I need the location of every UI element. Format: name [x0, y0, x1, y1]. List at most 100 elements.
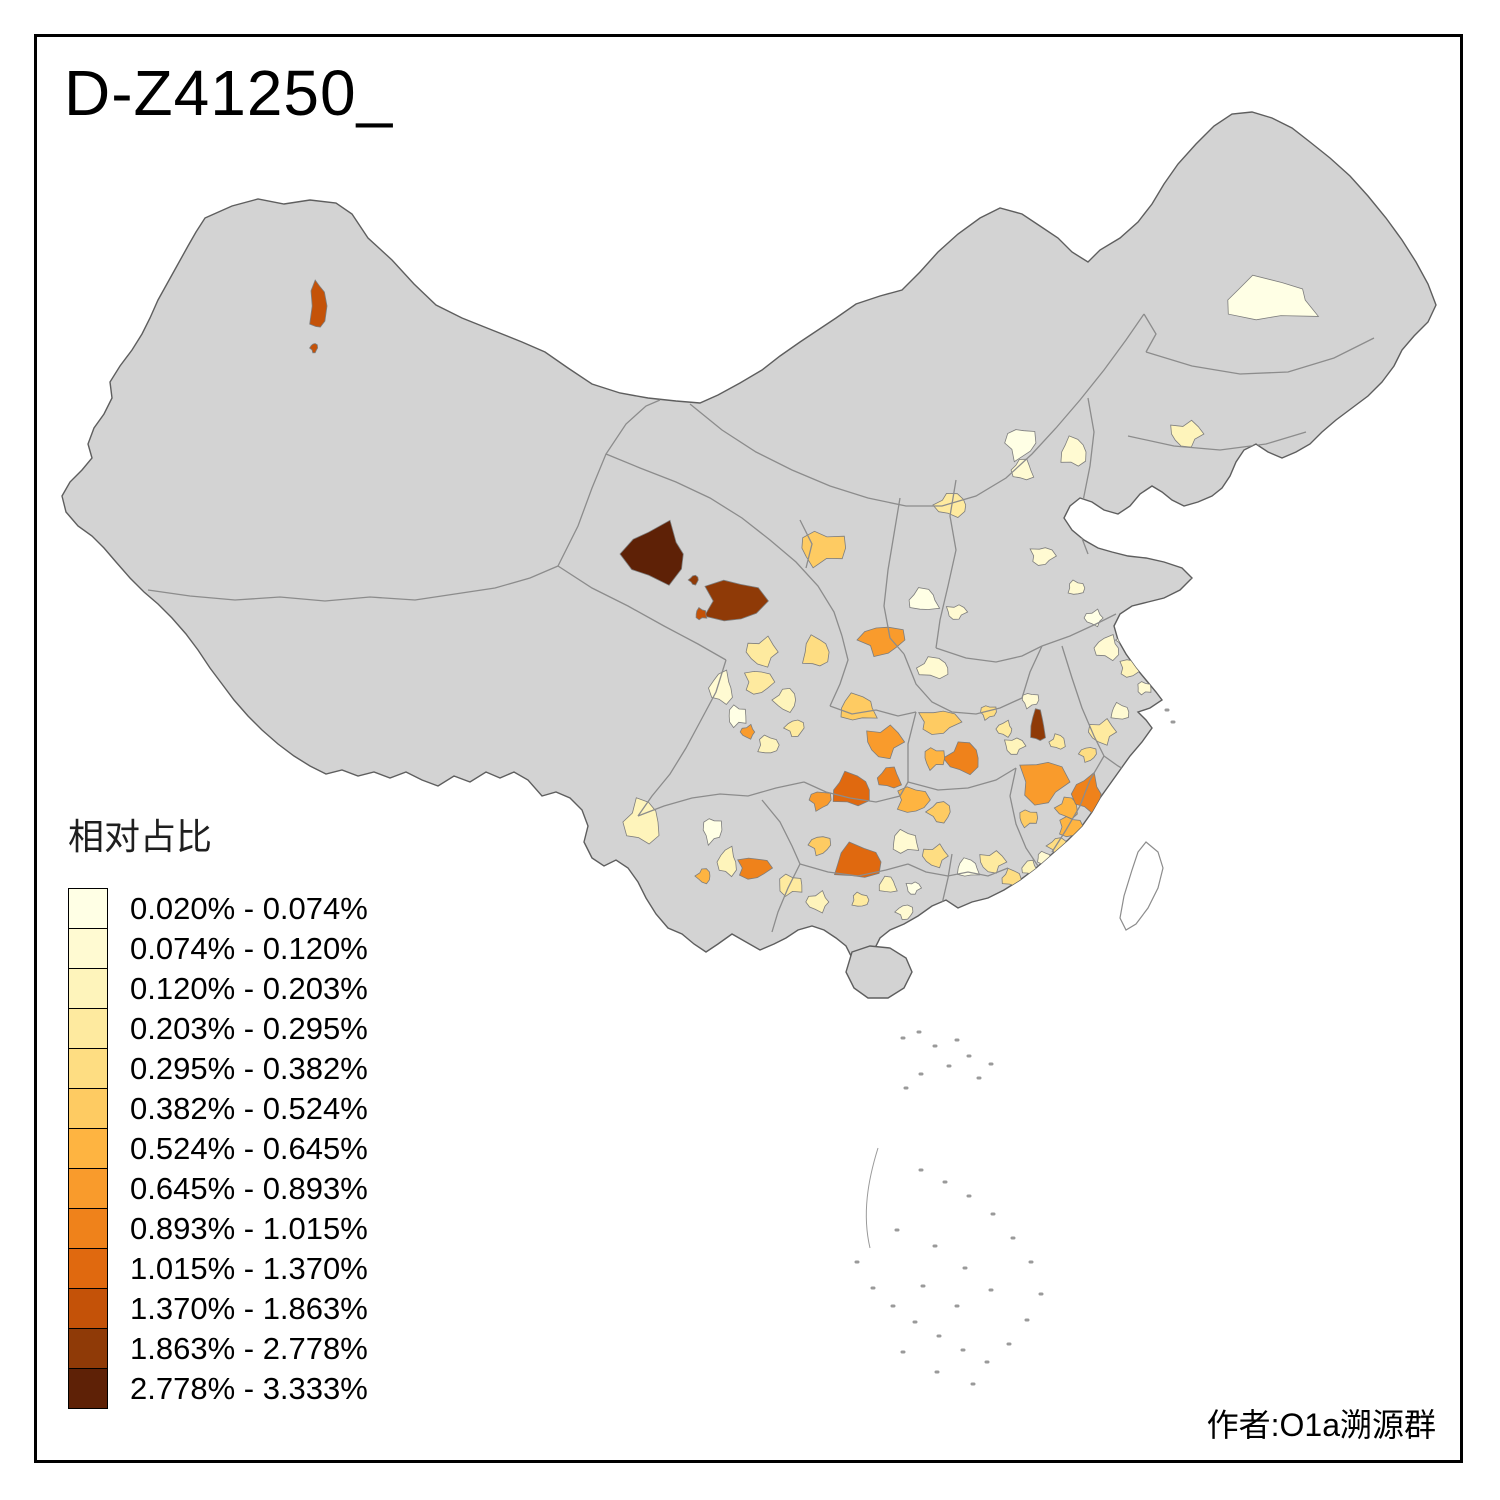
map-region	[1003, 737, 1027, 755]
legend-color-swatch	[68, 1248, 108, 1289]
map-region	[1019, 761, 1071, 806]
map-region	[908, 587, 941, 610]
map-region	[1019, 809, 1039, 829]
legend-color-swatch	[68, 968, 108, 1009]
map-region	[622, 797, 660, 845]
map-region	[309, 343, 319, 354]
legend-row: 0.645% - 0.893%	[68, 1168, 368, 1209]
map-region	[924, 747, 946, 772]
map-region	[878, 875, 898, 893]
attribution: 作者:O1a溯源群	[1206, 1407, 1436, 1443]
map-region	[851, 891, 870, 907]
map-region	[687, 574, 699, 586]
map-region	[716, 845, 737, 878]
legend-label: 0.893% - 1.015%	[130, 1210, 368, 1246]
map-region	[905, 881, 923, 895]
map-region	[1029, 547, 1057, 566]
province-borders	[147, 313, 1375, 933]
map-region	[808, 791, 832, 812]
legend-row: 1.015% - 1.370%	[68, 1248, 368, 1289]
map-region	[1048, 733, 1066, 750]
map-region	[833, 841, 882, 878]
taiwan-island	[1119, 841, 1164, 931]
map-title: D-Z41250_	[64, 57, 394, 129]
legend-color-swatch	[68, 1088, 108, 1129]
map-region	[932, 492, 967, 518]
legend-label: 1.015% - 1.370%	[130, 1250, 368, 1286]
map-region	[1060, 435, 1087, 467]
legend-row: 0.020% - 0.074%	[68, 888, 368, 929]
map-region	[979, 850, 1008, 874]
legend-color-swatch	[68, 1168, 108, 1209]
map-region	[779, 873, 803, 897]
map-region	[866, 724, 906, 760]
map-region	[739, 723, 756, 740]
legend-row: 2.778% - 3.333%	[68, 1368, 368, 1409]
legend-color-swatch	[68, 1208, 108, 1249]
map-region	[1110, 701, 1130, 720]
map-region	[956, 857, 981, 877]
map-region	[309, 279, 328, 328]
map-region	[876, 766, 903, 789]
hainan-island	[845, 945, 913, 999]
legend-label: 0.074% - 0.120%	[130, 930, 368, 966]
map-region	[745, 635, 779, 668]
legend-label: 1.863% - 2.778%	[130, 1330, 368, 1366]
map-region	[1010, 458, 1035, 481]
legend-label: 0.295% - 0.382%	[130, 1050, 368, 1086]
map-region	[1170, 419, 1205, 448]
legend-row: 1.863% - 2.778%	[68, 1328, 368, 1369]
map-region	[782, 719, 805, 738]
map-region	[896, 786, 931, 813]
map-region	[807, 836, 832, 857]
legend-title: 相对占比	[68, 816, 213, 857]
map-region	[924, 801, 951, 824]
map-region	[702, 818, 723, 847]
legend-label: 0.020% - 0.074%	[130, 890, 368, 926]
map-region	[694, 868, 711, 885]
map-region	[619, 519, 684, 586]
colored-regions-layer	[309, 274, 1320, 921]
legend-row: 1.370% - 1.863%	[68, 1288, 368, 1329]
legend-label: 0.203% - 0.295%	[130, 1010, 368, 1046]
map-region	[728, 704, 747, 729]
legend-row: 0.524% - 0.645%	[68, 1128, 368, 1169]
legend-color-swatch	[68, 1288, 108, 1329]
map-region	[1021, 693, 1040, 710]
map-region	[1004, 429, 1037, 463]
map-region	[1093, 634, 1120, 662]
map-region	[995, 719, 1013, 738]
map-region	[1137, 681, 1152, 696]
legend-rows: 0.020% - 0.074% 0.074% - 0.120% 0.120% - 0…	[68, 888, 368, 1409]
map-region	[695, 607, 708, 621]
map-region	[915, 656, 949, 680]
legend-color-swatch	[68, 888, 108, 929]
legend-label: 0.524% - 0.645%	[130, 1130, 368, 1166]
map-region	[801, 634, 830, 667]
legend-color-swatch	[68, 1128, 108, 1169]
legend-color-swatch	[68, 1328, 108, 1369]
legend-label: 0.382% - 0.524%	[130, 1090, 368, 1126]
map-region	[921, 843, 949, 869]
map-region	[771, 687, 797, 714]
map-region	[1030, 708, 1046, 741]
legend-color-swatch	[68, 928, 108, 969]
map-region	[981, 901, 993, 913]
legend-row: 0.893% - 1.015%	[68, 1208, 368, 1249]
map-region	[737, 857, 774, 880]
legend-label: 0.120% - 0.203%	[130, 970, 368, 1006]
legend-color-swatch	[68, 1368, 108, 1409]
legend-row: 0.295% - 0.382%	[68, 1048, 368, 1089]
legend-label: 2.778% - 3.333%	[130, 1370, 368, 1406]
map-region	[757, 734, 780, 754]
map-region	[945, 604, 969, 620]
legend: 相对占比 0.020% - 0.074% 0.074% - 0.120% 0.120…	[68, 808, 368, 1409]
legend-label: 1.370% - 1.863%	[130, 1290, 368, 1326]
south-china-sea-islets	[854, 708, 1176, 1386]
map-region	[703, 579, 769, 622]
map-region	[1227, 274, 1320, 321]
legend-label: 0.645% - 0.893%	[130, 1170, 368, 1206]
sea-boundary-line	[865, 1147, 879, 1249]
map-region	[832, 770, 870, 807]
map-region	[801, 530, 847, 569]
